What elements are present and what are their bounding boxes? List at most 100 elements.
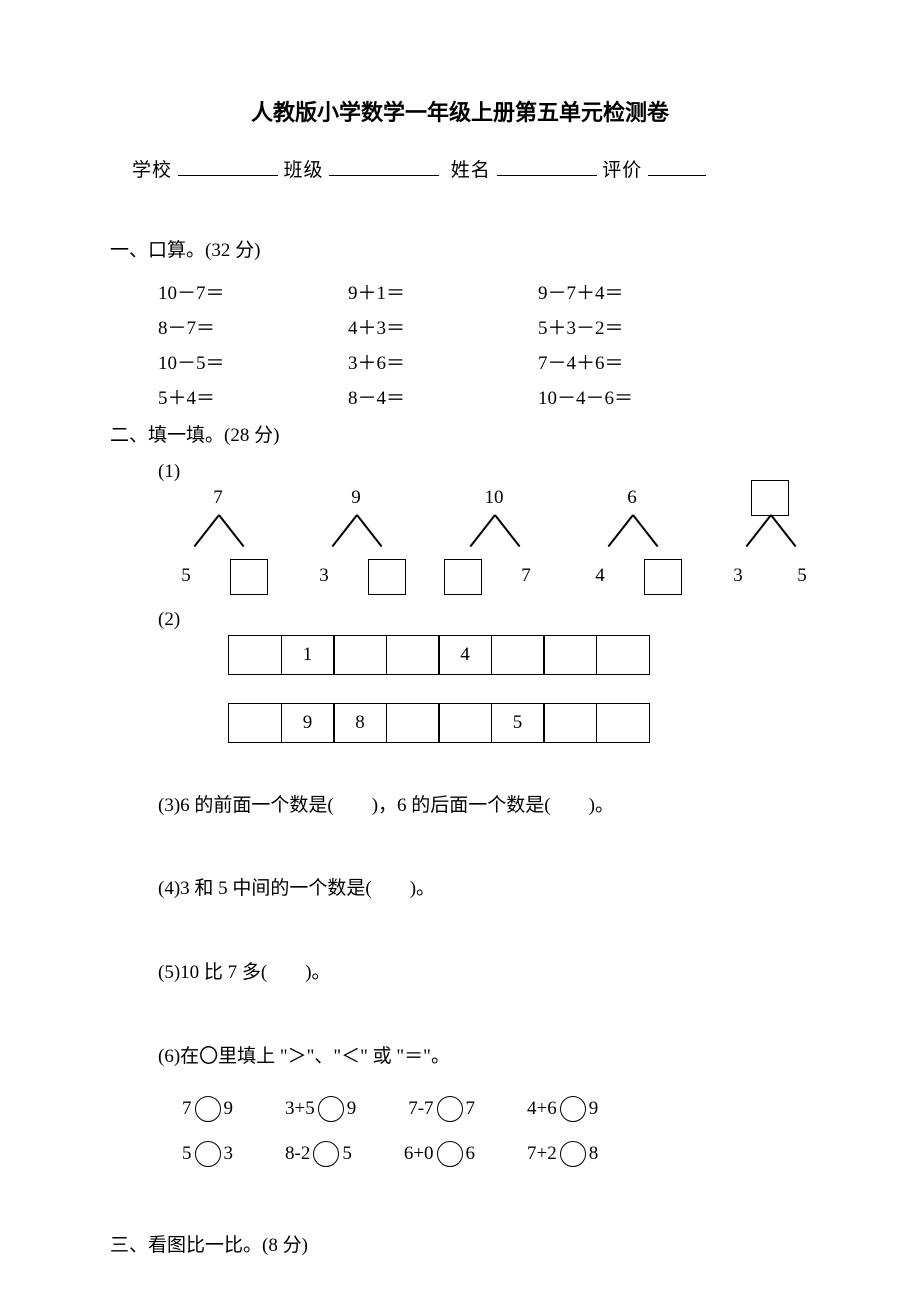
calc-cell: 8－7＝ [158, 311, 348, 346]
circle-blank [195, 1096, 221, 1122]
comparison-row: 79 3+5 9 7-77 4+69 [182, 1086, 810, 1132]
q5-text: (5)10 比 7 多( )。 [158, 952, 810, 994]
section-1-heading: 一、口算。(32 分) [110, 232, 810, 270]
sequence-cell: 9 [281, 703, 335, 743]
split-right: 5 [784, 559, 820, 593]
number-split: 75 [168, 483, 268, 595]
worksheet-title: 人教版小学数学一年级上册第五单元检测卷 [110, 95, 810, 127]
sequence-cell: 8 [333, 703, 387, 743]
circle-blank [318, 1096, 344, 1122]
cmp-left: 8-2 [285, 1131, 310, 1177]
sequence-row-b: 98 5 [228, 703, 810, 743]
split-bottom: 5 [168, 559, 268, 595]
cmp-right: 9 [347, 1086, 357, 1132]
split-top-value: 9 [351, 483, 361, 513]
sequence-row-a: 14 [228, 635, 810, 675]
sequence-cell: 5 [491, 703, 545, 743]
split-left: 3 [306, 559, 342, 593]
split-bottom: 7 [444, 559, 544, 595]
comparison-row: 53 8-2 5 6+0 6 7+2 8 [182, 1131, 810, 1177]
cmp-right: 6 [466, 1131, 476, 1177]
split-v-lines [178, 513, 258, 553]
split-right [230, 559, 268, 595]
comparison-item: 3+5 9 [285, 1086, 356, 1132]
circle-blank [195, 1141, 221, 1167]
calc-cell: 5＋3－2＝ [538, 311, 758, 346]
split-bottom: 35 [720, 559, 820, 593]
q4-text: (4)3 和 5 中间的一个数是( )。 [158, 868, 810, 910]
q3-text: (3)6 的前面一个数是( )，6 的后面一个数是( )。 [158, 785, 810, 827]
calc-cell: 9＋1＝ [348, 276, 538, 311]
cmp-left: 6+0 [404, 1131, 434, 1177]
cmp-left: 5 [182, 1131, 192, 1177]
section-2-heading: 二、填一填。(28 分) [110, 417, 810, 455]
sequence-cell [438, 703, 492, 743]
school-label: 学校 [132, 160, 172, 181]
split-left: 4 [582, 559, 618, 593]
split-v-lines [730, 513, 810, 553]
split-top-value: 10 [485, 483, 504, 513]
worksheet-page: 人教版小学数学一年级上册第五单元检测卷 学校 班级 姓名 评价 一、口算。(32… [0, 0, 920, 1303]
comparison-item: 6+0 6 [404, 1131, 475, 1177]
split-v-lines [316, 513, 396, 553]
cmp-right: 8 [589, 1131, 599, 1177]
circle-blank [437, 1141, 463, 1167]
calc-row: 8－7＝ 4＋3＝ 5＋3－2＝ [158, 311, 810, 346]
sequence-cell [491, 635, 545, 675]
calc-row: 10－7＝ 9＋1＝ 9－7＋4＝ [158, 276, 810, 311]
calc-cell: 10－5＝ [158, 346, 348, 381]
sequence-cell [543, 635, 597, 675]
sequence-cell [543, 703, 597, 743]
calc-cell: 9－7＋4＝ [538, 276, 758, 311]
sequence-cell [228, 703, 282, 743]
split-right [368, 559, 406, 595]
comparison-item: 4+69 [527, 1086, 598, 1132]
split-right: 7 [508, 559, 544, 593]
mental-math-grid: 10－7＝ 9＋1＝ 9－7＋4＝ 8－7＝ 4＋3＝ 5＋3－2＝ 10－5＝… [158, 276, 810, 417]
sequence-cell [596, 703, 650, 743]
split-v-lines [454, 513, 534, 553]
split-left [444, 559, 482, 595]
student-info-line: 学校 班级 姓名 评价 [132, 155, 810, 182]
cmp-left: 7 [182, 1086, 192, 1132]
calc-row: 10－5＝ 3＋6＝ 7－4＋6＝ [158, 346, 810, 381]
calc-row: 5＋4＝ 8－4＝ 10－4－6＝ [158, 381, 810, 416]
calc-cell: 10－4－6＝ [538, 381, 758, 416]
circle-blank [560, 1141, 586, 1167]
number-split: 64 [582, 483, 682, 595]
comparison-item: 79 [182, 1086, 233, 1132]
split-top-value: 6 [627, 483, 637, 513]
q2-sequences-wrap: (2) 14 98 5 [158, 609, 810, 743]
comparison-block: 79 3+5 9 7-77 4+69 53 8-2 5 6+0 6 7+2 8 [182, 1086, 810, 1177]
split-bottom: 3 [306, 559, 406, 595]
name-label: 姓名 [451, 160, 491, 181]
split-top-value [751, 483, 789, 513]
cmp-left: 7+2 [527, 1131, 557, 1177]
sequence-cell [386, 703, 440, 743]
split-left: 3 [720, 559, 756, 593]
class-label: 班级 [284, 160, 324, 181]
sequence-cell [333, 635, 387, 675]
comparison-item: 7-77 [408, 1086, 475, 1132]
circle-blank [560, 1096, 586, 1122]
split-top-box [751, 480, 789, 516]
comparison-item: 53 [182, 1131, 233, 1177]
number-split: 10 7 [444, 483, 544, 595]
split-bottom: 4 [582, 559, 682, 595]
q2-label: (2) [158, 609, 180, 630]
cmp-right: 7 [466, 1086, 476, 1132]
split-top-value: 7 [213, 483, 223, 513]
circle-blank [437, 1096, 463, 1122]
cmp-left: 3+5 [285, 1086, 315, 1132]
calc-cell: 3＋6＝ [348, 346, 538, 381]
sequence-cell: 4 [438, 635, 492, 675]
number-split: 35 [720, 483, 820, 595]
cmp-left: 4+6 [527, 1086, 557, 1132]
split-left: 5 [168, 559, 204, 593]
calc-cell: 7－4＋6＝ [538, 346, 758, 381]
split-right [644, 559, 682, 595]
sequence-cell [228, 635, 282, 675]
school-blank [178, 156, 278, 176]
grade-label: 评价 [602, 160, 642, 181]
number-split: 93 [306, 483, 406, 595]
